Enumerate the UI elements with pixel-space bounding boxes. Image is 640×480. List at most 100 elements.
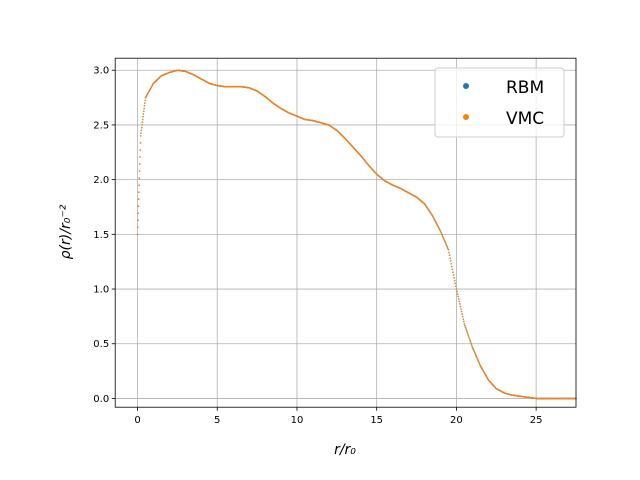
svg-text:r/r₀: r/r₀: [334, 442, 356, 458]
data-point: [461, 315, 464, 318]
data-point: [140, 126, 143, 129]
data-point: [143, 110, 145, 113]
data-point: [459, 303, 461, 305]
data-point: [441, 234, 443, 236]
data-point: [458, 300, 461, 303]
data-point: [445, 244, 448, 247]
data-point: [464, 326, 467, 329]
data-point: [449, 257, 451, 259]
data-point: [448, 254, 451, 257]
data-point: [448, 251, 450, 254]
data-point: [457, 295, 459, 298]
data-point: [137, 205, 140, 207]
data-point: [440, 231, 442, 234]
data-point: [449, 260, 452, 262]
data-point: [144, 99, 146, 102]
data-point: [471, 346, 474, 348]
x-axis-label: r/r₀: [334, 442, 356, 458]
data-point: [465, 328, 467, 330]
data-point: [443, 238, 445, 240]
data-point: [144, 102, 146, 104]
data-point: [137, 198, 140, 200]
data-point: [143, 105, 146, 107]
data-point: [439, 230, 442, 232]
x-tick-label: 15: [370, 415, 383, 426]
data-point: [468, 338, 471, 340]
y-tick-label: 0.5: [93, 339, 109, 350]
data-point: [137, 226, 139, 229]
data-point: [454, 282, 457, 285]
data-point: [468, 336, 470, 338]
data-point: [450, 262, 453, 265]
data-point: [472, 348, 475, 351]
legend-marker-vmc: [463, 114, 469, 120]
x-tick-label: 5: [214, 415, 220, 426]
data-point: [463, 320, 465, 323]
data-point: [140, 129, 143, 132]
data-point: [138, 191, 140, 193]
data-point: [452, 274, 455, 276]
data-point: [143, 107, 145, 110]
data-point: [447, 247, 449, 250]
series-layer: [136, 69, 577, 400]
data-point: [442, 236, 445, 239]
y-tick-label: 2.5: [93, 120, 109, 131]
data-point: [441, 235, 444, 238]
data-point: [136, 233, 139, 236]
data-point: [473, 350, 475, 352]
data-point: [466, 331, 468, 334]
data-point: [472, 347, 474, 350]
x-tick-label: 0: [134, 415, 140, 426]
data-point: [473, 351, 476, 354]
data-point: [446, 246, 449, 248]
data-point: [444, 240, 446, 243]
data-point: [137, 212, 139, 214]
data-point: [460, 310, 463, 313]
data-point: [467, 333, 469, 335]
data-point: [138, 177, 141, 179]
data-point: [142, 118, 144, 121]
plot-frame: [114, 57, 577, 408]
legend-marker-rbm: [463, 83, 469, 89]
data-point: [479, 363, 481, 366]
data-point: [478, 362, 480, 364]
data-point: [474, 352, 476, 355]
y-tick-label: 2.0: [93, 175, 109, 186]
data-point: [461, 313, 463, 315]
data-point: [142, 113, 145, 115]
y-tick-label: 1.0: [93, 285, 109, 296]
data-point: [141, 124, 143, 126]
data-point: [471, 344, 473, 347]
y-tick-label: 1.5: [93, 230, 109, 241]
data-point: [460, 308, 462, 310]
data-point: [477, 359, 479, 362]
data-point: [469, 341, 472, 343]
data-point: [477, 360, 480, 363]
data-point: [140, 132, 142, 134]
data-point: [464, 324, 466, 327]
data-point: [139, 149, 142, 151]
x-tick-label: 10: [291, 415, 304, 426]
y-axis-label: ρ(r)/r₀⁻²: [58, 204, 74, 259]
data-point: [139, 156, 141, 158]
data-point: [139, 135, 142, 137]
data-point: [451, 268, 454, 271]
legend: RBM VMC: [434, 67, 565, 138]
ticks: 0 5 10 15 20 25 0.0 0.5 1.0 1.5 2.0 2.5 3.0: [93, 66, 542, 426]
data-point: [463, 323, 466, 325]
data-point: [455, 288, 458, 290]
data-point: [137, 219, 139, 222]
data-point: [456, 290, 458, 293]
data-point: [452, 271, 454, 273]
data-point: [467, 334, 470, 337]
data-point: [476, 358, 479, 360]
data-point: [457, 298, 460, 300]
x-tick-label: 25: [530, 415, 543, 426]
data-point: [440, 232, 443, 235]
data-point: [445, 243, 447, 246]
data-point: [456, 293, 459, 295]
data-point: [455, 285, 457, 287]
data-point: [444, 242, 447, 244]
data-point: [462, 318, 464, 320]
